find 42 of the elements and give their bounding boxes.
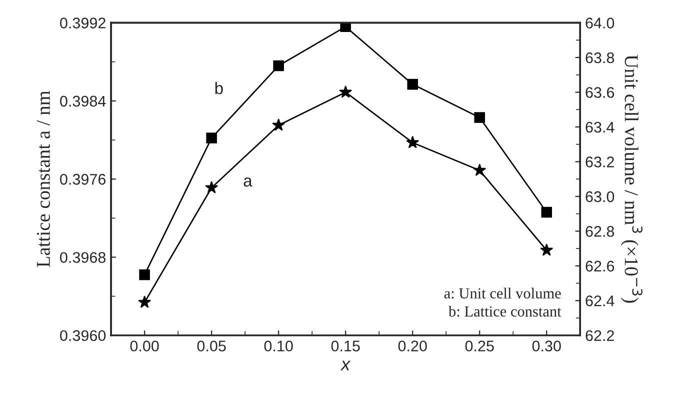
annotation: a: Unit cell volume b: Lattice constant — [444, 288, 562, 317]
point — [206, 132, 217, 144]
y-tick-label: 0.3984 — [60, 96, 106, 107]
annotation: b — [215, 82, 223, 94]
x-axis-title: x — [340, 360, 351, 370]
point — [205, 180, 218, 194]
y2-tick-label: 63.8 — [586, 52, 614, 64]
point — [473, 164, 486, 176]
y2-tick-label: 62.2 — [586, 330, 614, 342]
y2-tick-label: 62.6 — [586, 260, 614, 272]
y2-axis-title: Unit cell volume / nm$^{3}$ (×10$^{−3}$) — [620, 54, 642, 303]
x-tick-label: 0.25 — [465, 340, 494, 352]
y-tick-label: 0.3976 — [60, 174, 106, 185]
y2-tick-label: 63.4 — [586, 122, 614, 133]
y2-tick-label: 63.6 — [586, 87, 614, 98]
x-tick-label: 0.20 — [398, 340, 427, 352]
annotation: a — [244, 178, 252, 187]
y-tick-label: 0.3992 — [60, 18, 106, 28]
point — [407, 78, 418, 90]
y2-tick-label: 63.2 — [586, 156, 614, 168]
x-tick-label: 0.30 — [532, 340, 561, 352]
y-axis-title: Lattice constant a / nm — [36, 90, 50, 268]
point — [139, 269, 150, 280]
point — [339, 85, 352, 98]
point — [273, 60, 284, 72]
point — [272, 118, 286, 131]
x-tick-label: 0.05 — [197, 340, 226, 352]
point — [474, 112, 485, 123]
x-tick-label: 0.00 — [130, 340, 159, 352]
point — [540, 243, 554, 256]
y2-tick-label: 63.0 — [586, 191, 614, 202]
point — [340, 22, 351, 32]
point — [541, 206, 552, 218]
y2-tick-label: 62.8 — [586, 226, 614, 237]
x-tick-label: 0.10 — [264, 340, 293, 352]
y-tick-label: 0.3960 — [60, 330, 106, 342]
point — [406, 136, 420, 148]
y2-tick-label: 64.0 — [586, 18, 614, 28]
y2-tick-label: 62.4 — [586, 295, 614, 306]
x-tick-label: 0.15 — [331, 340, 360, 352]
y-tick-label: 0.3968 — [60, 252, 106, 263]
point — [138, 296, 152, 308]
